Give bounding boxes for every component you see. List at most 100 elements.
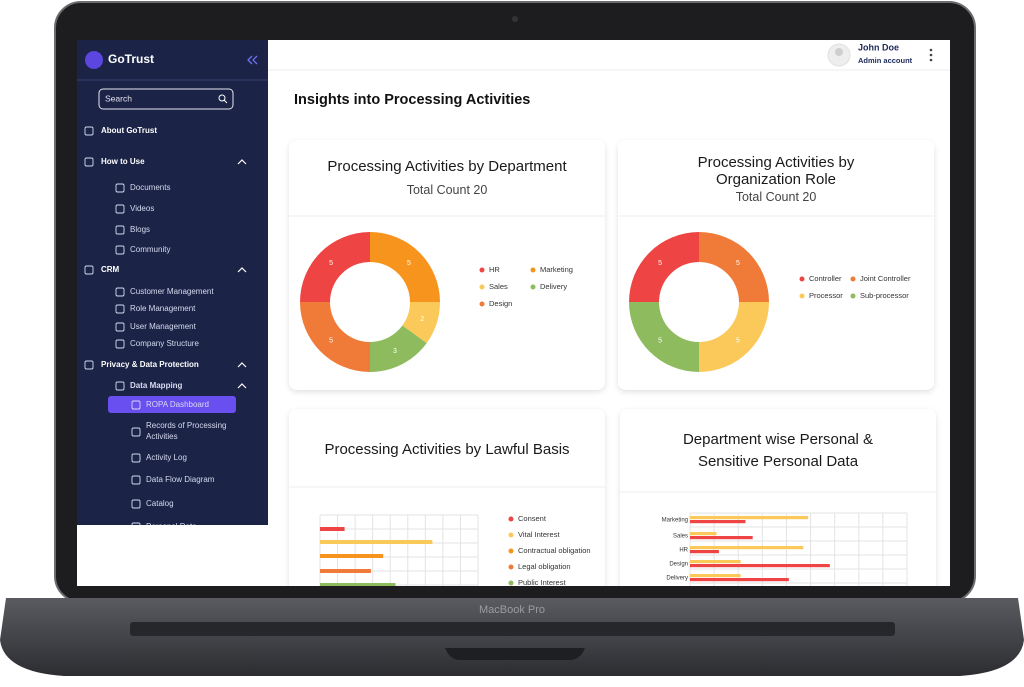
nav-icon [84,360,94,370]
bar [320,554,384,558]
bar [320,540,433,544]
chevron-up[interactable] [237,159,247,165]
nav-icon [131,400,141,410]
search-icon-handle [223,99,228,104]
donut-slice [629,232,699,302]
nav-icon [115,204,125,214]
bar [690,560,741,564]
nav-icon [131,427,141,437]
nav-item[interactable]: User Management [130,322,197,331]
legend-label: Delivery [540,282,567,291]
nav-item[interactable]: Data Flow Diagram [146,475,215,484]
nav-icon [115,339,125,349]
legend-label: Consent [518,514,547,523]
nav-item[interactable]: Personal Data [146,522,197,531]
category-label: Sales [673,534,688,540]
slice-label: 5 [329,260,333,267]
nav-item[interactable]: Data Mapping [130,381,183,390]
legend-label: Sales [489,282,508,291]
legend-swatch [479,284,485,290]
legend-label: Legal obligation [518,562,571,571]
donut-slice [300,302,370,372]
menu-dot [929,58,933,62]
nav-item[interactable]: Customer Management [130,287,214,296]
nav-item[interactable]: Community [130,245,170,254]
nav-item[interactable]: Blogs [130,225,150,234]
nav-item[interactable]: Videos [130,204,154,213]
card [289,140,605,390]
bar [320,583,396,586]
category-label: Design [669,562,688,568]
donut-slice [629,302,699,372]
nav-icon [84,265,94,275]
device-label: MacBook Pro [479,604,545,616]
legend-label: Processor [809,291,843,300]
nav-icon [115,225,125,235]
legend-label: Design [489,299,512,308]
slice-label: 5 [658,338,662,345]
nav-icon [131,453,141,463]
bar [690,564,830,568]
search-box[interactable] [98,88,234,110]
nav-item[interactable]: How to Use [101,157,145,166]
nav-item[interactable]: Activity Log [146,453,187,462]
user-name[interactable]: John Doe [858,42,899,52]
nav-item[interactable]: Role Management [130,304,196,313]
chart-title: Department wise Personal & Sensitive Per… [682,431,874,470]
search-icon [218,94,226,102]
slice-label: 5 [407,260,411,267]
keyboard-edge [130,622,895,636]
legend-swatch [850,293,856,299]
bar [690,516,809,520]
nav-icon [131,499,141,509]
nav-item[interactable]: CRM [101,265,120,274]
notch [445,648,585,660]
avatar-head [835,48,843,56]
donut-slice [370,325,427,372]
legend-label: Controller [809,274,842,283]
bar [690,574,741,578]
legend-swatch [530,267,536,273]
slice-label: 5 [658,260,662,267]
legend-label: Vital Interest [518,530,560,539]
legend-label: Marketing [540,265,573,274]
chevron-up[interactable] [237,267,247,273]
slice-label: 5 [736,338,740,345]
camera [512,16,518,22]
legend-swatch [508,580,514,586]
slice-label: 2 [420,316,424,323]
nav-item[interactable]: Catalog [146,499,174,508]
nav-item[interactable]: Privacy & Data Protection [101,360,199,369]
bar [690,532,717,536]
chevron-up[interactable] [237,383,247,389]
nav-icon [84,126,94,136]
menu-dot [929,48,933,52]
chart-title: Processing Activities by Organization Ro… [697,154,855,188]
menu-dot [929,53,933,57]
slice-label: 5 [329,338,333,345]
collapse-icon[interactable] [247,55,258,65]
nav-item[interactable]: About GoTrust [101,126,157,135]
nav-item[interactable]: Records of Processing Activities [146,421,227,441]
nav-icon [115,183,125,193]
app: John Doe Admin account Insights into Proce… [77,40,950,586]
legend-label: Public Interest [518,578,566,586]
bar [690,520,746,524]
legend-swatch [530,284,536,290]
chevron-up[interactable] [237,362,247,368]
donut-slice [300,232,370,302]
laptop-base [0,598,1024,676]
slice-label: 3 [393,348,397,355]
nav-icon [131,475,141,485]
user-role: Admin account [858,56,913,65]
chart-title: Processing Activities by Lawful Basis [324,441,570,458]
screen: John Doe Admin account Insights into Proce… [77,40,950,586]
nav-item[interactable]: Documents [130,183,170,192]
legend-label: Sub-processor [860,291,909,300]
nav-item[interactable]: ROPA Dashboard [146,400,209,409]
card [289,409,605,586]
nav-item[interactable]: Company Structure [130,339,199,348]
legend-swatch [479,301,485,307]
card [618,140,934,390]
